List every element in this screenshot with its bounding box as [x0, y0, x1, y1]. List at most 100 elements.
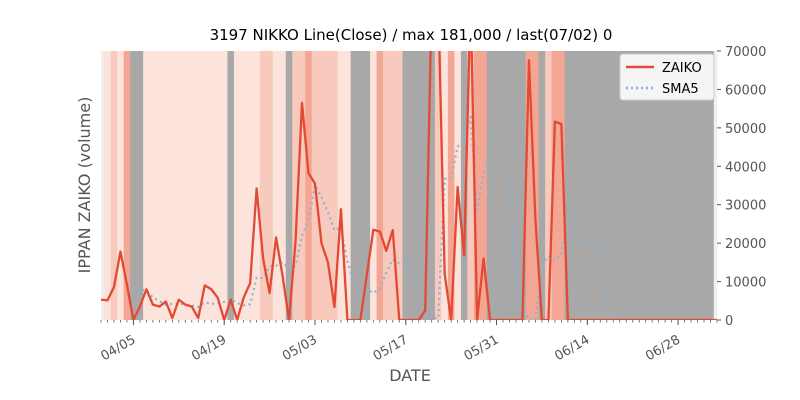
- y-tick-label-7: 70000: [725, 45, 766, 60]
- band-day-35: [324, 51, 332, 320]
- band-day-76: [590, 51, 598, 320]
- band-day-58: [473, 51, 481, 320]
- band-day-85: [648, 51, 656, 320]
- band-day-77: [597, 51, 604, 320]
- band-day-45: [389, 51, 397, 320]
- band-day-48: [409, 51, 416, 320]
- y-tick-label-4: 40000: [725, 160, 766, 175]
- band-day-3: [117, 51, 124, 320]
- band-day-92: [694, 51, 702, 320]
- band-day-29: [285, 51, 293, 320]
- band-day-53: [441, 51, 449, 320]
- legend-label-sma5: SMA5: [662, 82, 699, 97]
- x-tick-label-6: 06/28: [643, 332, 683, 364]
- y-tick-label-3: 30000: [725, 199, 766, 214]
- band-day-26: [266, 51, 274, 320]
- band-day-15: [195, 51, 202, 320]
- x-tick-label-0: 04/05: [98, 332, 138, 364]
- x-axis: 04/05 04/19 05/03 05/17 05/31 06/14 06/28: [98, 320, 718, 364]
- band-day-52: [434, 51, 442, 320]
- band-day-42: [370, 51, 377, 320]
- x-tick-label-4: 05/31: [462, 332, 502, 364]
- band-day-27: [272, 51, 280, 320]
- band-day-9: [156, 51, 163, 320]
- band-day-84: [642, 51, 650, 320]
- band-day-62: [499, 51, 507, 320]
- band-day-44: [383, 51, 390, 320]
- band-day-20: [227, 51, 235, 320]
- band-day-49: [415, 51, 423, 320]
- band-day-57: [467, 51, 475, 320]
- band-day-88: [668, 51, 676, 320]
- band-day-46: [396, 51, 403, 320]
- x-tick-label-5: 06/14: [552, 332, 592, 364]
- band-day-64: [512, 51, 520, 320]
- y-tick-label-6: 60000: [725, 83, 766, 98]
- band-day-60: [486, 51, 494, 320]
- x-tick-label-2: 05/03: [280, 332, 320, 364]
- series-line-zaiko: [101, 51, 717, 320]
- band-day-38: [344, 51, 351, 320]
- band-day-59: [480, 51, 488, 320]
- band-day-51: [428, 51, 436, 320]
- band-day-31: [298, 51, 306, 320]
- band-day-89: [674, 51, 682, 320]
- x-tick-label-1: 04/19: [189, 332, 229, 364]
- band-day-13: [182, 51, 189, 320]
- band-day-1: [104, 51, 112, 320]
- band-day-30: [292, 51, 300, 320]
- band-day-56: [460, 51, 468, 320]
- band-day-82: [629, 51, 637, 320]
- band-day-93: [700, 51, 708, 320]
- band-day-68: [538, 51, 546, 320]
- band-day-65: [519, 51, 527, 320]
- band-day-73: [571, 51, 578, 320]
- band-day-2: [110, 51, 118, 320]
- band-day-25: [259, 51, 267, 320]
- band-day-54: [447, 51, 455, 320]
- band-day-23: [246, 51, 254, 320]
- band-day-39: [350, 51, 358, 320]
- band-day-63: [506, 51, 514, 320]
- legend-label-zaiko: ZAIKO: [662, 61, 702, 76]
- band-day-87: [661, 51, 669, 320]
- legend-box: [619, 53, 715, 101]
- band-day-12: [175, 51, 183, 320]
- y-axis-label: IPPAN ZAIKO (volume): [75, 97, 94, 274]
- band-day-69: [545, 51, 552, 320]
- band-day-7: [143, 51, 150, 320]
- band-day-37: [337, 51, 345, 320]
- y-axis: 0 10000 20000 30000 40000 50000 60000 70000: [717, 45, 766, 329]
- band-day-66: [525, 51, 533, 320]
- band-day-8: [149, 51, 157, 320]
- band-day-22: [240, 51, 248, 320]
- band-day-78: [603, 51, 611, 320]
- band-day-28: [279, 51, 287, 320]
- band-day-21: [233, 51, 241, 320]
- band-day-95: [713, 51, 718, 320]
- band-day-86: [655, 51, 663, 320]
- band-day-91: [687, 51, 695, 320]
- band-day-34: [318, 51, 326, 320]
- band-day-55: [454, 51, 462, 320]
- band-day-81: [622, 51, 630, 320]
- band-day-36: [331, 51, 338, 320]
- band-day-61: [493, 51, 501, 320]
- legend: ZAIKO SMA5: [619, 53, 715, 101]
- band-day-24: [253, 51, 261, 320]
- band-day-70: [551, 51, 559, 320]
- band-day-11: [169, 51, 176, 320]
- y-tick-label-2: 20000: [725, 237, 766, 252]
- band-day-67: [532, 51, 539, 320]
- band-day-10: [162, 51, 170, 320]
- band-day-5: [130, 51, 137, 320]
- band-day-80: [616, 51, 624, 320]
- band-day-17: [207, 51, 215, 320]
- band-day-6: [136, 51, 144, 320]
- y-tick-label-0: 0: [725, 314, 733, 329]
- band-day-83: [635, 51, 643, 320]
- band-day-41: [363, 51, 371, 320]
- x-axis-label: DATE: [389, 366, 431, 385]
- band-day-32: [305, 51, 313, 320]
